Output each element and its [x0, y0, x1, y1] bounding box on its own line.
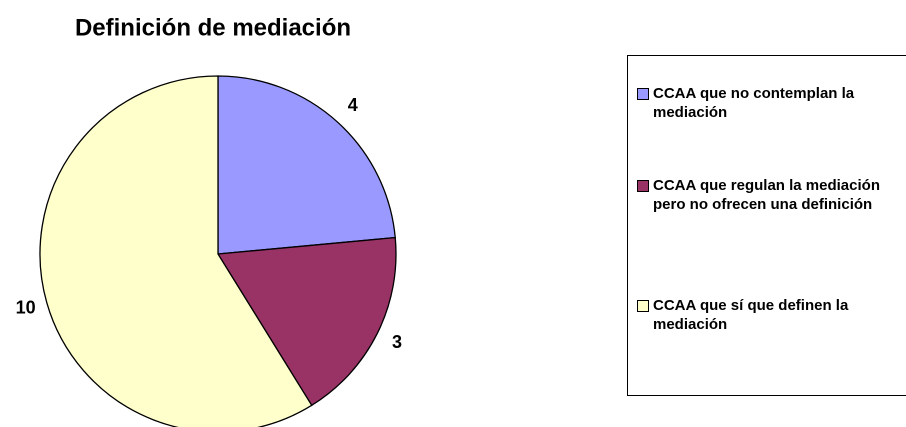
legend-swatch [637, 300, 649, 312]
legend-swatch [637, 88, 649, 100]
data-label: 4 [348, 95, 358, 115]
legend: CCAA que no contemplan la mediación CCAA … [627, 55, 906, 396]
legend-label: CCAA que regulan la mediación pero no of… [653, 177, 880, 213]
legend-swatch [637, 180, 649, 192]
legend-label: CCAA que no contemplan la mediación [653, 85, 855, 121]
pie-slice [217, 75, 396, 255]
legend-label: CCAA que sí que definen la mediación [653, 297, 849, 333]
pie-slice [39, 75, 313, 427]
data-label: 10 [16, 297, 36, 317]
data-label: 3 [392, 332, 402, 352]
pie-slice [216, 236, 397, 407]
chart-title: Definición de mediación [75, 14, 351, 41]
